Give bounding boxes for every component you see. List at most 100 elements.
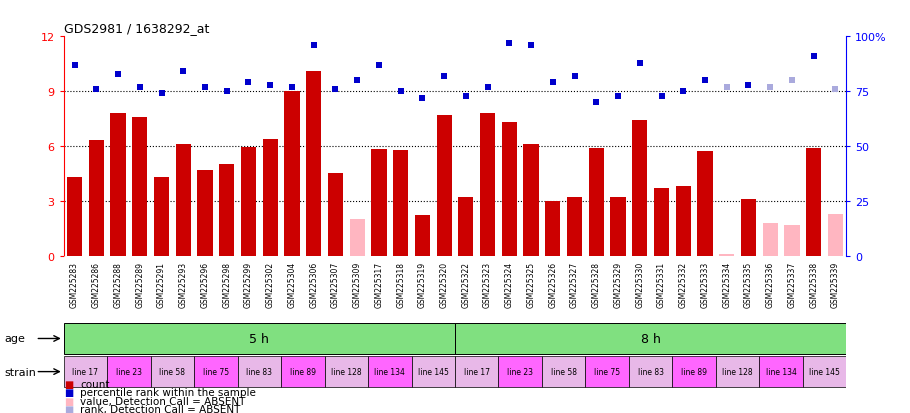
Point xyxy=(720,84,734,91)
Text: line 75: line 75 xyxy=(203,367,229,376)
FancyBboxPatch shape xyxy=(759,356,803,387)
FancyBboxPatch shape xyxy=(64,323,455,354)
Bar xyxy=(132,117,147,256)
Text: GSM225324: GSM225324 xyxy=(505,261,514,307)
Bar xyxy=(415,216,430,256)
Text: line 58: line 58 xyxy=(159,367,186,376)
Bar xyxy=(437,116,451,256)
FancyBboxPatch shape xyxy=(803,356,846,387)
Point xyxy=(567,73,581,80)
Text: ■: ■ xyxy=(64,387,73,397)
Bar xyxy=(697,152,713,256)
Bar xyxy=(523,145,539,256)
Text: GSM225289: GSM225289 xyxy=(136,261,145,307)
FancyBboxPatch shape xyxy=(194,356,238,387)
Text: GSM225320: GSM225320 xyxy=(440,261,449,307)
Text: GSM225333: GSM225333 xyxy=(701,261,710,308)
Bar xyxy=(393,150,409,256)
Point xyxy=(349,78,364,84)
Text: line 23: line 23 xyxy=(116,367,142,376)
Text: line 58: line 58 xyxy=(551,367,577,376)
FancyBboxPatch shape xyxy=(151,356,194,387)
Bar xyxy=(88,141,104,256)
FancyBboxPatch shape xyxy=(716,356,759,387)
Text: GSM225334: GSM225334 xyxy=(723,261,732,308)
Text: GSM225327: GSM225327 xyxy=(570,261,579,307)
Text: GSM225304: GSM225304 xyxy=(288,261,297,308)
Text: GSM225332: GSM225332 xyxy=(679,261,688,307)
Point xyxy=(329,86,343,93)
FancyBboxPatch shape xyxy=(672,356,716,387)
Text: ■: ■ xyxy=(64,379,73,389)
Text: GDS2981 / 1638292_at: GDS2981 / 1638292_at xyxy=(64,22,209,35)
Bar xyxy=(263,139,278,256)
Text: ■: ■ xyxy=(64,396,73,406)
FancyBboxPatch shape xyxy=(542,356,585,387)
Point xyxy=(763,84,777,91)
Bar xyxy=(284,92,299,256)
Text: GSM225319: GSM225319 xyxy=(418,261,427,307)
Text: count: count xyxy=(80,379,109,389)
Text: line 17: line 17 xyxy=(73,367,98,376)
Point xyxy=(219,89,234,95)
Bar xyxy=(110,114,126,256)
Point xyxy=(698,78,713,84)
Bar xyxy=(219,165,235,256)
Text: GSM225286: GSM225286 xyxy=(92,261,101,307)
Bar xyxy=(567,198,582,256)
Bar xyxy=(828,214,843,256)
Text: GSM225317: GSM225317 xyxy=(374,261,383,307)
Text: GSM225335: GSM225335 xyxy=(744,261,753,308)
Point xyxy=(437,73,451,80)
Bar xyxy=(328,174,343,256)
Text: strain: strain xyxy=(5,367,36,377)
Text: GSM225338: GSM225338 xyxy=(809,261,818,307)
FancyBboxPatch shape xyxy=(238,356,281,387)
Text: line 89: line 89 xyxy=(289,367,316,376)
Bar xyxy=(654,189,669,256)
Text: GSM225302: GSM225302 xyxy=(266,261,275,307)
Bar xyxy=(176,145,191,256)
Text: ■: ■ xyxy=(64,404,73,413)
Bar xyxy=(197,170,213,256)
Bar xyxy=(611,198,626,256)
Text: GSM225309: GSM225309 xyxy=(353,261,361,308)
Point xyxy=(393,89,408,95)
Text: line 89: line 89 xyxy=(681,367,707,376)
Text: line 128: line 128 xyxy=(331,367,361,376)
Text: line 23: line 23 xyxy=(507,367,533,376)
Text: GSM225299: GSM225299 xyxy=(244,261,253,307)
Bar xyxy=(241,147,256,256)
FancyBboxPatch shape xyxy=(325,356,368,387)
Text: line 128: line 128 xyxy=(723,367,753,376)
Text: GSM225322: GSM225322 xyxy=(461,261,470,307)
Text: percentile rank within the sample: percentile rank within the sample xyxy=(80,387,256,397)
Text: line 83: line 83 xyxy=(638,367,663,376)
Point xyxy=(241,80,256,86)
Point xyxy=(111,71,126,78)
Text: age: age xyxy=(5,334,25,344)
Point xyxy=(546,80,561,86)
FancyBboxPatch shape xyxy=(368,356,411,387)
Text: GSM225326: GSM225326 xyxy=(549,261,557,307)
Bar xyxy=(371,150,387,256)
Point xyxy=(589,100,603,106)
Point xyxy=(611,93,625,100)
Text: GSM225306: GSM225306 xyxy=(309,261,318,308)
Point xyxy=(415,95,430,102)
Bar xyxy=(719,254,734,256)
Text: rank, Detection Call = ABSENT: rank, Detection Call = ABSENT xyxy=(80,404,240,413)
Point xyxy=(176,69,190,76)
Text: GSM225283: GSM225283 xyxy=(70,261,79,307)
Text: GSM225339: GSM225339 xyxy=(831,261,840,308)
Bar xyxy=(784,225,800,256)
Text: GSM225288: GSM225288 xyxy=(114,261,123,307)
Text: GSM225330: GSM225330 xyxy=(635,261,644,308)
Bar xyxy=(480,114,495,256)
Text: GSM225298: GSM225298 xyxy=(222,261,231,307)
Text: GSM225318: GSM225318 xyxy=(396,261,405,307)
Bar xyxy=(806,148,822,256)
Text: line 145: line 145 xyxy=(418,367,449,376)
Point xyxy=(197,84,212,91)
Bar xyxy=(741,199,756,256)
